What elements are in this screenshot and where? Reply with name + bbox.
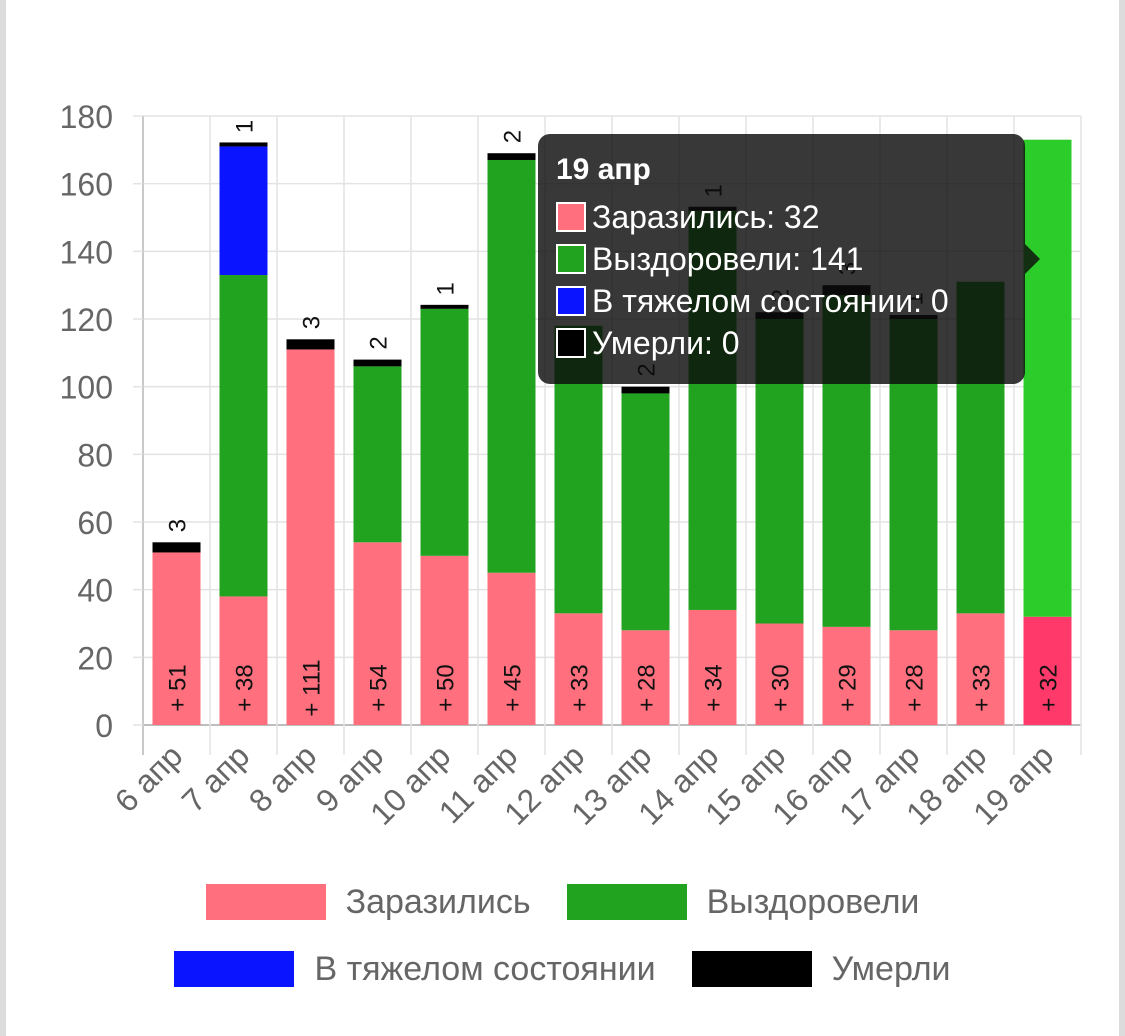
bar-segment-deaths[interactable] <box>420 304 469 309</box>
bar-bottom-label: + 32 <box>1036 664 1063 711</box>
legend-label-deaths: Умерли <box>831 949 951 988</box>
legend-swatch-deaths <box>691 951 812 987</box>
tooltip-label-deaths: Умерли: 0 <box>592 324 740 361</box>
y-tick-label: 180 <box>60 99 113 135</box>
bar-segment-infected[interactable] <box>286 349 335 725</box>
bar-segment-infected[interactable] <box>353 542 402 725</box>
bar-segment-deaths[interactable] <box>286 339 335 350</box>
bar-segment-infected[interactable] <box>621 630 670 725</box>
tooltip-swatch-deaths <box>556 328 586 358</box>
legend-label-recovered: Выздоровели <box>706 882 920 921</box>
bar-segment-infected[interactable] <box>755 623 804 726</box>
legend-swatch-recovered <box>566 884 687 920</box>
bar-segment-infected[interactable] <box>1023 616 1072 725</box>
tooltip-label-critical: В тяжелом состоянии: 0 <box>592 282 949 319</box>
bar-bottom-label: + 29 <box>835 664 862 711</box>
bar-bottom-label: + 33 <box>969 664 996 711</box>
y-axis: 0 20 40 60 80 100 120 140 160 180 <box>60 99 143 744</box>
bar-segment-infected[interactable] <box>956 613 1005 725</box>
bar-bottom-label: + 34 <box>701 664 728 711</box>
legend-row-1: Заразились Выздоровели <box>0 880 1125 924</box>
bar-segment-infected[interactable] <box>688 609 737 725</box>
legend-item-infected[interactable]: Заразились <box>205 882 531 922</box>
bar-bottom-label: + 45 <box>500 664 527 711</box>
y-tick-label: 120 <box>60 302 113 338</box>
tooltip-label-recovered: Выздоровели: 141 <box>592 240 864 277</box>
bar-bottom-label: + 28 <box>902 664 929 711</box>
tooltip-arrow <box>1025 244 1040 274</box>
tooltip-row-deaths: Умерли: 0 <box>556 322 1007 364</box>
legend-item-recovered[interactable]: Выздоровели <box>566 882 920 922</box>
x-tick-label: 7 апр <box>175 737 257 819</box>
bar-segment-deaths[interactable] <box>353 359 402 367</box>
bar-bottom-label: + 50 <box>433 664 460 711</box>
bar-segment-recovered[interactable] <box>420 308 469 556</box>
tooltip-row-infected: Заразились: 32 <box>556 196 1007 238</box>
bar-segment-infected[interactable] <box>152 552 201 725</box>
y-tick-label: 40 <box>77 573 113 609</box>
bar-segment-infected[interactable] <box>822 626 871 725</box>
bar-segment-recovered[interactable] <box>1023 139 1072 617</box>
bar-segment-recovered[interactable] <box>487 159 536 573</box>
x-tick-label: 8 апр <box>242 737 324 819</box>
bar-segment-infected[interactable] <box>487 572 536 725</box>
bar-segment-deaths[interactable] <box>152 542 201 553</box>
bar-bottom-label: + 33 <box>567 664 594 711</box>
y-tick-label: 140 <box>60 234 113 270</box>
bar-segment-infected[interactable] <box>420 555 469 725</box>
y-tick-label: 100 <box>60 370 113 406</box>
tooltip-title: 19 апр <box>556 153 651 186</box>
bar-segment-infected[interactable] <box>219 596 268 725</box>
tooltip-row-recovered: Выздоровели: 141 <box>556 238 1007 280</box>
bar-top-label: 3 <box>299 316 326 329</box>
legend-label-critical: В тяжелом состоянии <box>314 949 656 988</box>
bar-top-label: 1 <box>232 120 259 133</box>
legend-swatch-infected <box>205 884 326 920</box>
bar-bottom-label: + 111 <box>299 659 326 716</box>
legend-row-2: В тяжелом состоянии Умерли <box>0 947 1125 991</box>
bar-segment-recovered[interactable] <box>219 275 268 597</box>
bar-segment-deaths[interactable] <box>621 386 670 394</box>
bar-segment-infected[interactable] <box>554 613 603 725</box>
tooltip-label-infected: Заразились: 32 <box>592 198 820 235</box>
tooltip-swatch-critical <box>556 286 586 316</box>
x-tick-label: 6 апр <box>108 737 190 819</box>
bar-segment-critical[interactable] <box>219 146 268 276</box>
bar-segment-deaths[interactable] <box>487 153 536 160</box>
legend-item-deaths[interactable]: Умерли <box>691 949 951 989</box>
bar-bottom-label: + 38 <box>232 664 259 711</box>
bar-segment-infected[interactable] <box>889 630 938 725</box>
bar-top-label: 3 <box>165 519 192 532</box>
bar-bottom-label: + 51 <box>165 664 192 711</box>
y-tick-label: 0 <box>95 708 113 744</box>
bar-segment-recovered[interactable] <box>353 366 402 543</box>
bar-bottom-label: + 30 <box>768 664 795 711</box>
y-tick-label: 60 <box>77 505 113 541</box>
bar-bottom-label: + 54 <box>366 664 393 711</box>
tooltip-row-critical: В тяжелом состоянии: 0 <box>556 280 1007 322</box>
bars[interactable] <box>152 139 1072 726</box>
tooltip-swatch-recovered <box>556 244 586 274</box>
y-tick-label: 20 <box>77 640 113 676</box>
legend-swatch-critical <box>174 951 295 987</box>
tooltip-swatch-infected <box>556 202 586 232</box>
legend-item-critical[interactable]: В тяжелом состоянии <box>174 949 656 989</box>
stacked-bar-chart[interactable]: 0 20 40 60 80 100 120 140 160 180 + 51 3 + 38 1 + 111… <box>0 0 1125 870</box>
legend-label-infected: Заразились <box>345 882 531 921</box>
y-tick-label: 80 <box>77 437 113 473</box>
bar-segment-recovered[interactable] <box>621 393 670 631</box>
bar-top-label: 1 <box>433 282 460 295</box>
bar-top-label: 2 <box>500 130 527 143</box>
chart-tooltip: 19 апр Заразились: 32 Выздоровели: 141 В… <box>538 134 1025 384</box>
bar-segment-deaths[interactable] <box>219 142 268 147</box>
bar-bottom-label: + 28 <box>634 664 661 711</box>
y-tick-label: 160 <box>60 167 113 203</box>
bar-top-label: 2 <box>366 336 393 349</box>
